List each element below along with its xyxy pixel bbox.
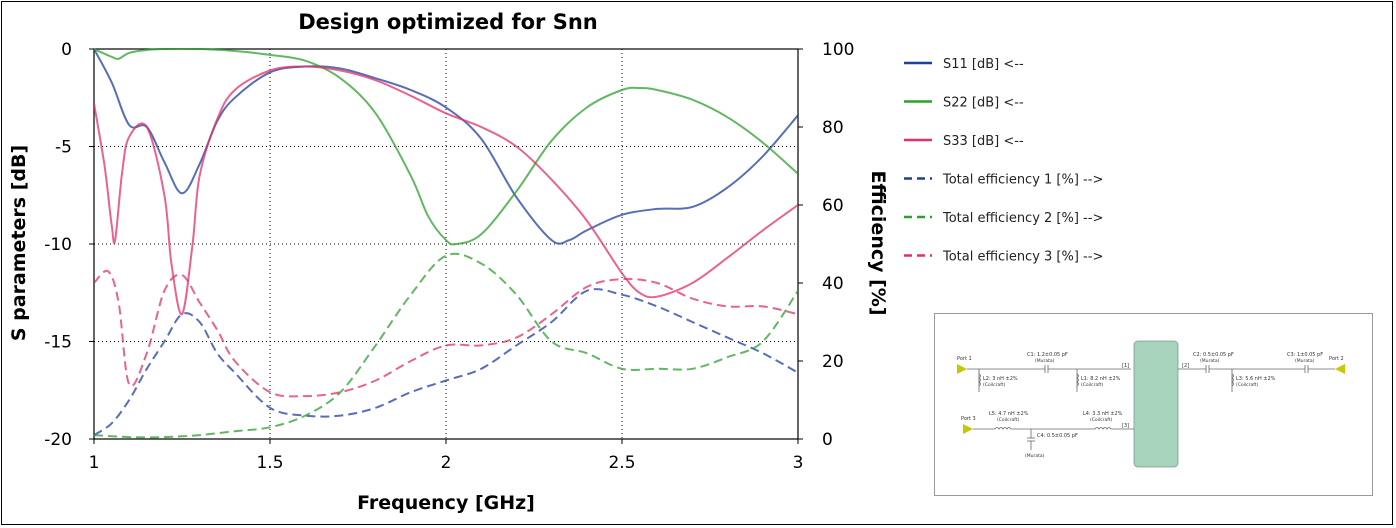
l4-label: L4: 3.3 nH ±2% xyxy=(1083,411,1123,417)
matching-network-schematic: Port 1 C1: 1.2±0.05 pF (Murata) L2: 3 nH… xyxy=(934,313,1373,496)
c1-label: C1: 1.2±0.05 pF xyxy=(1027,352,1068,358)
node-1-label: [1] xyxy=(1122,363,1129,369)
legend-label-4: Total efficiency 1 [%] --> xyxy=(942,173,1103,188)
series-line-6 xyxy=(94,269,798,398)
x-tick-label: 1 xyxy=(89,453,100,473)
port-3-symbol xyxy=(963,424,973,434)
y-tick-label: -15 xyxy=(44,333,72,353)
node-2-label: [2] xyxy=(1182,363,1189,369)
legend-label-2: S22 [dB] <-- xyxy=(943,96,1024,111)
y2-tick-label: 40 xyxy=(822,274,844,294)
l1-label: L1: 8.2 nH ±2% xyxy=(1081,376,1121,382)
port-2-label: Port 2 xyxy=(1329,356,1344,362)
series-line-1 xyxy=(94,48,798,245)
y-tick-label: -20 xyxy=(44,430,72,450)
l3-mfr: (Coilcraft) xyxy=(1236,382,1259,388)
port-2-symbol xyxy=(1335,364,1345,374)
c3-mfr: (Murata) xyxy=(1295,358,1315,364)
y-tick-label: -10 xyxy=(44,235,72,255)
series-line-3 xyxy=(94,65,798,316)
network-block xyxy=(1133,340,1179,468)
chart-title: Design optimized for Snn xyxy=(298,10,598,34)
x-tick-label: 2.5 xyxy=(608,453,635,473)
y2-tick-label: 20 xyxy=(822,352,844,372)
x-tick-label: 3 xyxy=(793,453,804,473)
legend-label-6: Total efficiency 3 [%] --> xyxy=(942,250,1103,265)
y2-tick-label: 0 xyxy=(822,430,833,450)
c1-mfr: (Murata) xyxy=(1035,358,1055,364)
c3-label: C3: 1±0.05 pF xyxy=(1287,352,1323,358)
y-axis-label: S parameters [dB] xyxy=(8,145,30,341)
legend-label-3: S33 [dB] <-- xyxy=(943,134,1024,149)
l2-label: L2: 3 nH ±2% xyxy=(983,376,1018,382)
y2-tick-label: 60 xyxy=(822,196,844,216)
l5-label: L5: 4.7 nH ±2% xyxy=(989,411,1029,417)
c4-mfr: (Murata) xyxy=(1025,453,1045,459)
l3-label: L3: 5.6 nH ±2% xyxy=(1236,376,1276,382)
series-line-5 xyxy=(94,252,798,439)
y2-tick-label: 80 xyxy=(822,118,844,138)
c2-mfr: (Murata) xyxy=(1200,358,1220,364)
port-3-label: Port 3 xyxy=(961,416,976,422)
series-line-2 xyxy=(94,48,798,246)
c4-label: C4: 0.5±0.05 pF xyxy=(1037,433,1078,439)
x-axis-label: Frequency [GHz] xyxy=(357,492,535,514)
legend-label-5: Total efficiency 2 [%] --> xyxy=(942,211,1103,226)
y-tick-label: -5 xyxy=(55,138,72,158)
c2-label: C2: 0.5±0.05 pF xyxy=(1193,352,1234,358)
y2-axis-label: Efficiency [%] xyxy=(867,170,889,315)
legend-label-1: S11 [dB] <-- xyxy=(943,57,1024,72)
y-tick-label: 0 xyxy=(61,40,72,60)
y2-tick-label: 100 xyxy=(822,40,854,60)
x-tick-label: 1.5 xyxy=(256,453,283,473)
x-tick-label: 2 xyxy=(441,453,452,473)
node-3-label: [3] xyxy=(1122,423,1129,429)
l5-mfr: (Coilcraft) xyxy=(997,417,1020,423)
l1-mfr: (Coilcraft) xyxy=(1081,382,1104,388)
series-line-4 xyxy=(94,288,798,436)
l2-mfr: (Coilcraft) xyxy=(983,382,1006,388)
port-1-symbol xyxy=(957,364,967,374)
port-1-label: Port 1 xyxy=(957,356,972,362)
l4-mfr: (Coilcraft) xyxy=(1090,417,1113,423)
